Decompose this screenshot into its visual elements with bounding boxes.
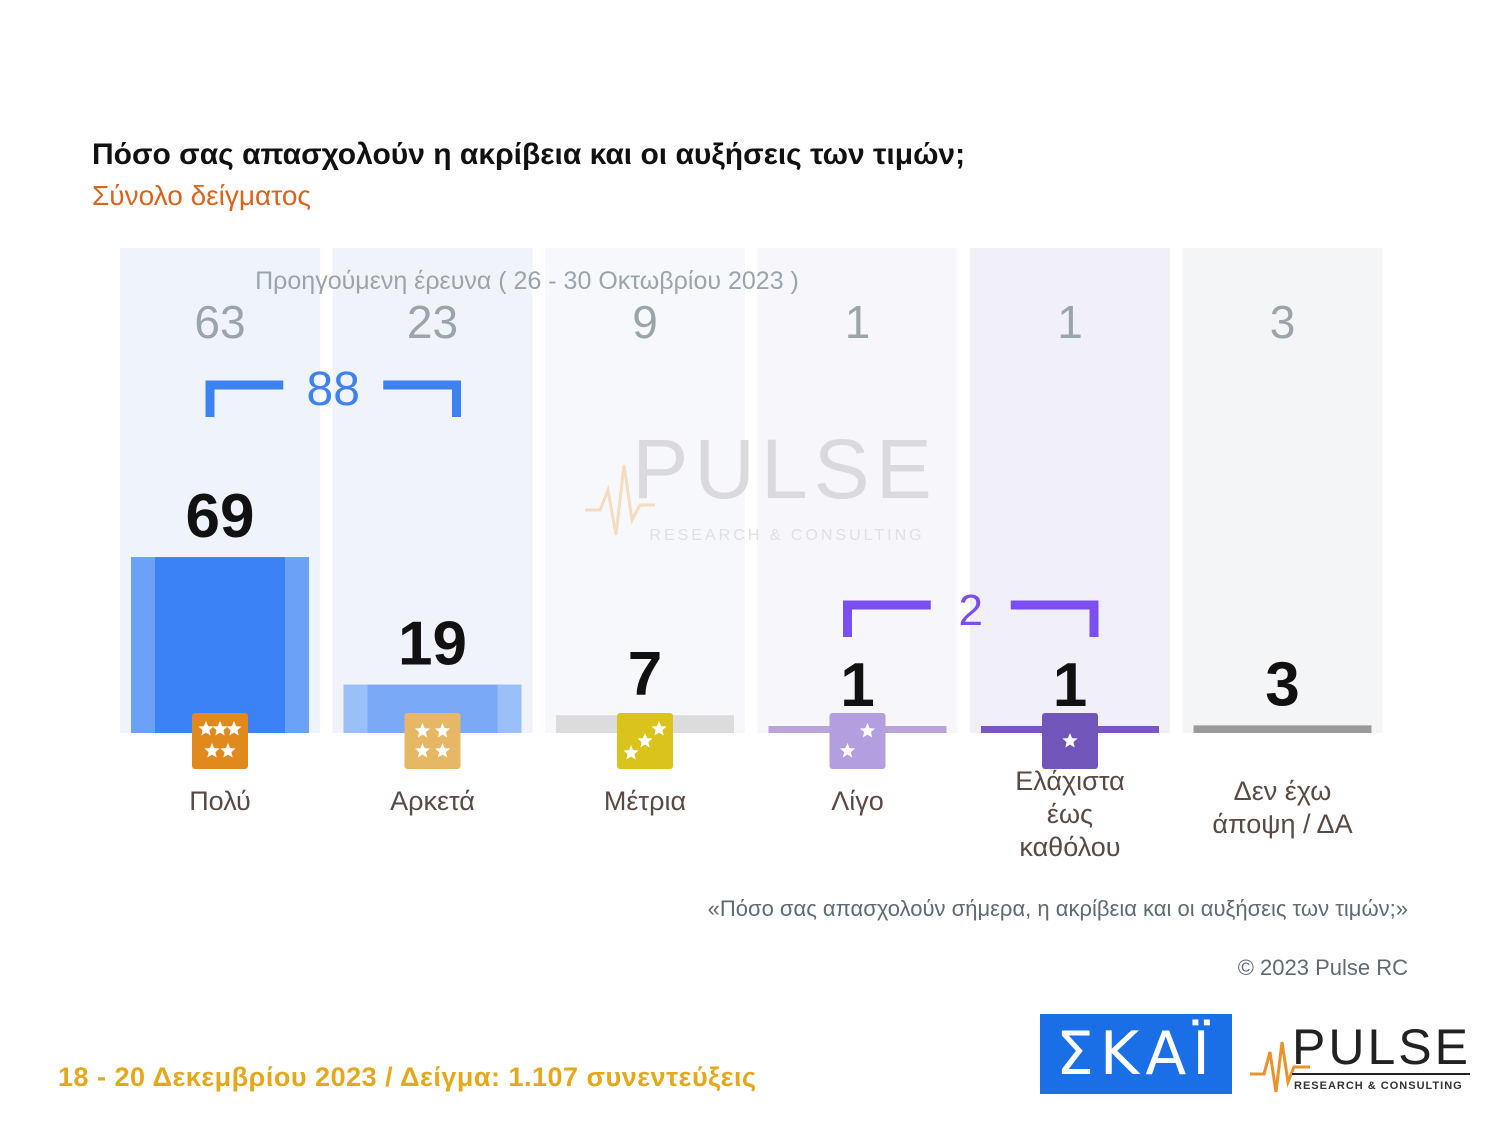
category-label: Αρκετά xyxy=(390,786,475,816)
two-star-icon xyxy=(829,713,886,769)
star-glyph xyxy=(839,743,856,758)
group-bracket-right xyxy=(1010,600,1099,637)
star-glyph xyxy=(226,721,242,736)
previous-value-label: 9 xyxy=(632,296,658,348)
previous-value-label: 23 xyxy=(407,296,458,348)
star-glyph xyxy=(212,721,228,736)
previous-survey-label: Προηγούμενη έρευνα ( 26 - 30 Οκτωβρίου 2… xyxy=(255,267,799,295)
svg-text:RESEARCH & CONSULTING: RESEARCH & CONSULTING xyxy=(1294,1080,1463,1092)
category-label: Ελάχιστα xyxy=(1015,766,1124,796)
value-label: 7 xyxy=(628,640,662,709)
value-label: 19 xyxy=(398,610,467,679)
previous-value-label: 63 xyxy=(194,296,245,348)
bar-edge xyxy=(285,557,309,733)
chart-subtitle: Σύνολο δείγματος xyxy=(92,180,311,211)
star-glyph xyxy=(637,733,653,748)
star-glyph xyxy=(198,721,214,736)
star-glyph xyxy=(434,723,451,738)
bar-edge xyxy=(131,557,155,733)
star-glyph xyxy=(414,723,431,738)
star-glyph xyxy=(204,743,220,758)
star-glyph xyxy=(623,745,639,760)
watermark-brand: PULSE xyxy=(632,422,937,516)
group-total-label: 2 xyxy=(959,586,983,635)
group-total-label: 88 xyxy=(307,363,360,416)
column-background xyxy=(970,248,1170,733)
watermark-pulse-line xyxy=(585,464,655,536)
question-note: «Πόσο σας απασχολούν σήμερα, η ακρίβεια … xyxy=(707,896,1408,921)
survey-footer: 18 - 20 Δεκεμβρίου 2023 / Δείγμα: 1.107 … xyxy=(58,1062,757,1092)
svg-text:PULSE: PULSE xyxy=(1292,1019,1471,1075)
star-glyph xyxy=(414,743,431,758)
group-bracket-left xyxy=(205,380,284,417)
value-label: 3 xyxy=(1265,650,1299,719)
star-glyph xyxy=(434,743,451,758)
previous-value-label: 1 xyxy=(1057,296,1083,348)
star-glyph xyxy=(1062,733,1078,748)
star-glyph xyxy=(220,743,236,758)
category-label: άποψη / ΔΑ xyxy=(1212,809,1352,839)
bar xyxy=(1193,725,1372,733)
skai-logo: ΣΚΑΪ xyxy=(1040,1014,1232,1094)
copyright-note: © 2023 Pulse RC xyxy=(1237,955,1408,980)
category-label: έως xyxy=(1047,799,1093,829)
bar-edge xyxy=(343,684,368,733)
category-label: Πολύ xyxy=(189,786,251,816)
value-label: 1 xyxy=(840,651,874,720)
watermark-tagline: RESEARCH & CONSULTING xyxy=(649,527,924,544)
category-label: Δεν έχω xyxy=(1234,776,1332,806)
group-bracket-left xyxy=(843,600,931,637)
column-background xyxy=(332,248,533,733)
column-background xyxy=(1182,248,1383,733)
star-glyph xyxy=(651,721,667,736)
star-glyph xyxy=(859,723,876,738)
bar xyxy=(131,557,309,733)
previous-value-label: 3 xyxy=(1270,296,1296,348)
category-label: Λίγο xyxy=(831,786,884,816)
four-star-icon xyxy=(404,713,461,769)
pulse-logo: PULSE RESEARCH & CONSULTING xyxy=(1250,1019,1471,1093)
group-bracket-right xyxy=(383,380,461,417)
category-label: Μέτρια xyxy=(604,786,686,816)
bar-edge xyxy=(497,684,522,733)
bar-chart: PULSE RESEARCH & CONSULTING Προηγούμενη έρ… xyxy=(120,248,1383,862)
column-background xyxy=(545,248,745,733)
category-label: καθόλου xyxy=(1019,832,1120,862)
value-label: 1 xyxy=(1053,651,1087,720)
value-label: 69 xyxy=(186,482,255,551)
column-background xyxy=(757,248,958,733)
previous-value-label: 1 xyxy=(845,296,871,348)
chart-title: Πόσο σας απασχολούν η ακρίβεια και οι αυ… xyxy=(92,138,966,171)
